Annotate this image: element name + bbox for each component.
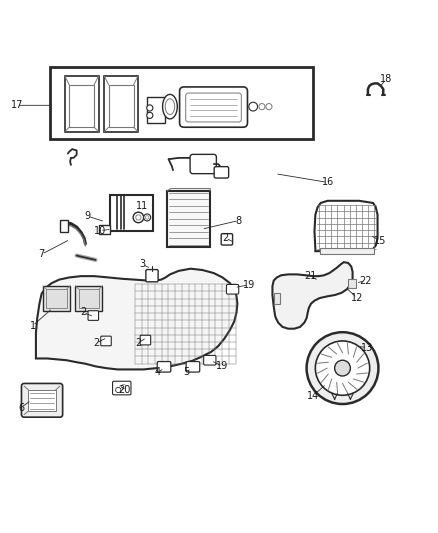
Text: 22: 22 [360, 276, 372, 286]
FancyBboxPatch shape [88, 311, 99, 320]
Circle shape [259, 103, 265, 110]
Text: 2: 2 [223, 233, 229, 243]
Polygon shape [162, 94, 177, 119]
Text: 5: 5 [183, 367, 189, 377]
FancyBboxPatch shape [157, 361, 171, 372]
Bar [99, 225, 110, 233]
Text: 2: 2 [135, 338, 141, 348]
Bar [348, 279, 356, 288]
FancyBboxPatch shape [140, 335, 151, 345]
Text: 19: 19 [243, 280, 255, 290]
FancyBboxPatch shape [204, 356, 216, 365]
Text: 12: 12 [351, 293, 363, 303]
Polygon shape [314, 201, 378, 251]
Polygon shape [36, 269, 237, 369]
Circle shape [147, 112, 153, 118]
FancyBboxPatch shape [21, 383, 63, 417]
Circle shape [136, 215, 141, 220]
Polygon shape [272, 262, 353, 329]
Text: 2: 2 [80, 308, 86, 318]
Text: 17: 17 [11, 100, 23, 110]
Text: 6: 6 [18, 402, 24, 413]
Text: 4: 4 [155, 367, 161, 377]
Bar [109, 85, 134, 127]
FancyBboxPatch shape [146, 270, 158, 282]
Text: 16: 16 [321, 177, 334, 188]
Text: 14: 14 [307, 391, 319, 401]
Bar [43, 286, 70, 311]
Circle shape [121, 384, 126, 389]
Bar [28, 390, 56, 411]
Circle shape [335, 360, 350, 376]
Bar [104, 76, 138, 132]
Circle shape [116, 387, 121, 393]
Bar [46, 289, 67, 308]
Text: 13: 13 [361, 343, 373, 352]
FancyBboxPatch shape [226, 285, 239, 294]
Text: 8: 8 [236, 215, 242, 225]
Circle shape [307, 332, 378, 404]
Circle shape [144, 214, 151, 221]
Bar [79, 289, 99, 308]
FancyBboxPatch shape [214, 167, 229, 178]
Text: 19: 19 [216, 361, 229, 372]
FancyBboxPatch shape [180, 87, 247, 127]
Bar [75, 286, 102, 311]
Text: 2: 2 [93, 338, 99, 348]
FancyBboxPatch shape [186, 93, 241, 122]
FancyBboxPatch shape [221, 233, 233, 245]
Text: 9: 9 [85, 211, 91, 221]
Bar [60, 220, 68, 232]
Text: 1: 1 [30, 321, 36, 330]
Bar [50, 67, 313, 140]
Bar [69, 85, 94, 127]
Circle shape [249, 102, 258, 111]
FancyBboxPatch shape [101, 336, 111, 346]
Text: 3: 3 [139, 260, 145, 269]
Text: 15: 15 [374, 236, 386, 246]
Circle shape [133, 212, 144, 223]
Bar [320, 248, 374, 254]
Bar [147, 98, 165, 123]
Circle shape [145, 216, 149, 219]
Text: 11: 11 [136, 201, 148, 211]
Text: 7: 7 [39, 249, 45, 259]
FancyBboxPatch shape [113, 381, 131, 395]
Polygon shape [165, 99, 175, 115]
Bar [65, 76, 99, 132]
FancyBboxPatch shape [186, 361, 200, 372]
Text: 18: 18 [380, 74, 392, 84]
Circle shape [147, 105, 153, 111]
Circle shape [266, 103, 272, 110]
Bar [274, 293, 280, 304]
Bar [167, 191, 210, 247]
Text: 21: 21 [304, 271, 316, 281]
FancyBboxPatch shape [190, 155, 216, 174]
Bar [110, 195, 153, 231]
Text: 10: 10 [94, 225, 106, 236]
Circle shape [315, 341, 370, 395]
Text: 20: 20 [119, 385, 131, 395]
